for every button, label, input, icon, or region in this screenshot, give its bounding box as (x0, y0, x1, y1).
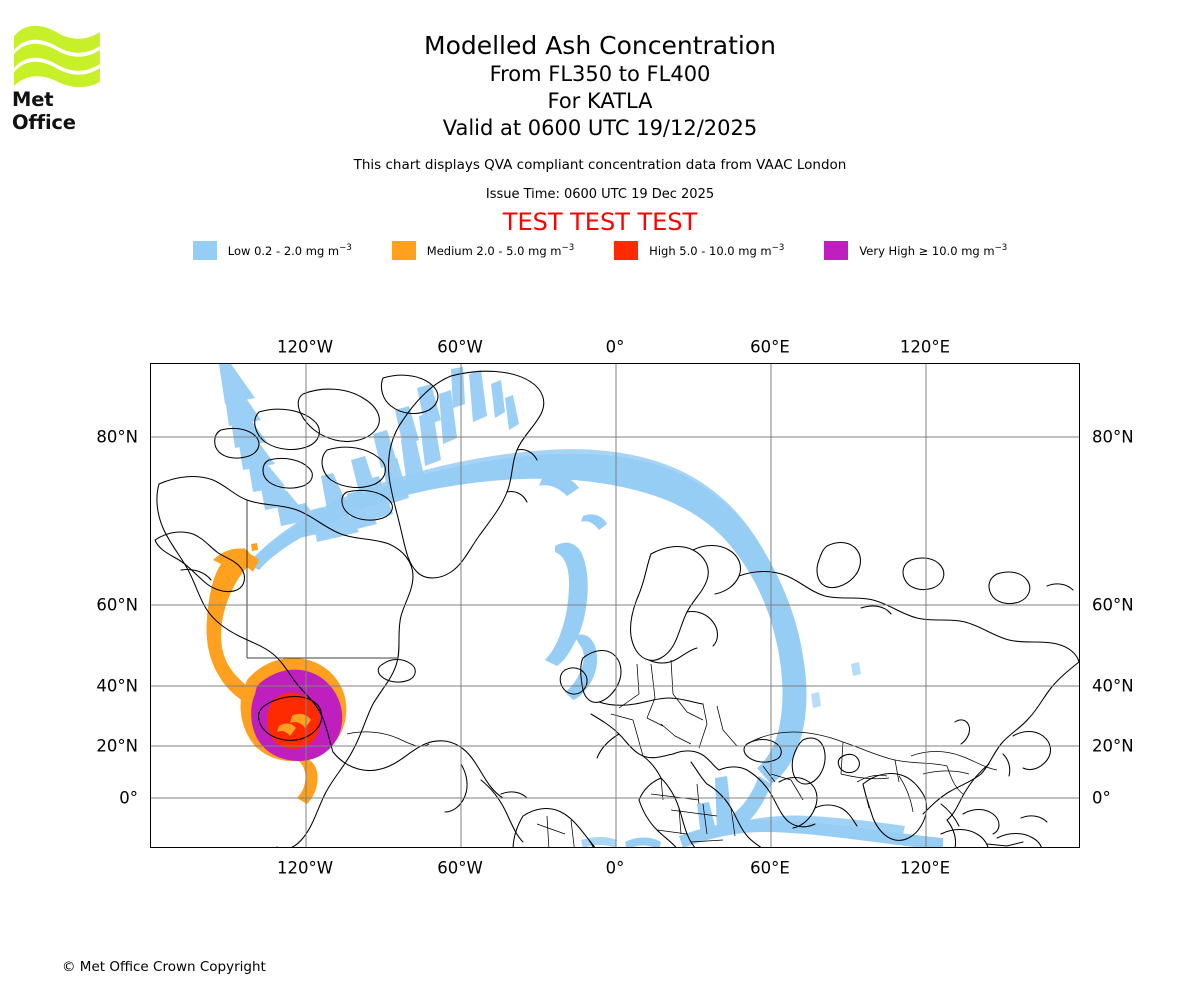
met-office-wave-mark (14, 25, 100, 88)
lat-label-right-2: 40°N (1092, 676, 1134, 696)
met-office-logo: Met Office (12, 24, 122, 134)
legend-swatch-low (192, 241, 217, 260)
lon-label-top-3: 60°E (750, 337, 790, 357)
lat-label-right-0: 80°N (1092, 427, 1134, 447)
legend-exponent-very-high: −3 (994, 243, 1008, 254)
lon-label-top-0: 120°W (276, 337, 334, 357)
legend-item-very-high: Very High ≥ 10.0 mg m−3 (824, 241, 1007, 260)
map-gridlines (151, 364, 1079, 847)
qva-note: This chart displays QVA compliant concen… (353, 157, 847, 173)
logo-wordmark: Met Office (12, 88, 76, 134)
test-banner: TEST TEST TEST (502, 208, 698, 236)
legend-gap (352, 250, 392, 251)
legend-item-low: Low 0.2 - 2.0 mg m−3 (192, 241, 352, 260)
chart-title-line4: Valid at 0600 UTC 19/12/2025 (442, 116, 758, 140)
lon-label-top-4: 120°E (899, 337, 951, 357)
legend-exponent-high: −3 (771, 243, 785, 254)
legend-label-low: Low 0.2 - 2.0 mg m−3 (227, 243, 352, 258)
lat-label-right-4: 0° (1092, 788, 1111, 808)
chart-title-line3: For KATLA (547, 89, 653, 113)
legend-swatch-medium (391, 241, 416, 260)
country-borders (246, 500, 998, 847)
legend-exponent-low: −3 (339, 243, 352, 254)
title-block: Modelled Ash Concentration From FL350 to… (0, 0, 1200, 236)
lat-label-left-2: 40°N (96, 676, 138, 696)
legend-exponent-medium: −3 (561, 243, 575, 254)
chart-title-line2: From FL350 to FL400 (489, 62, 711, 86)
lat-label-left-3: 20°N (96, 736, 138, 756)
copyright-notice: © Met Office Crown Copyright (62, 959, 266, 975)
legend-item-medium: Medium 2.0 - 5.0 mg m−3 (391, 241, 575, 260)
legend-gap (574, 250, 614, 251)
lon-label-bottom-4: 120°E (899, 858, 951, 878)
lon-label-bottom-1: 60°W (437, 858, 483, 878)
chart-title-line1: Modelled Ash Concentration (424, 31, 776, 60)
lat-label-left-1: 60°N (96, 595, 138, 615)
legend-swatch-high (614, 241, 639, 260)
issue-time: Issue Time: 0600 UTC 19 Dec 2025 (485, 187, 715, 202)
lon-label-bottom-2: 0° (605, 858, 625, 878)
legend-gap (784, 250, 824, 251)
lon-label-bottom-0: 120°W (276, 858, 334, 878)
lon-label-bottom-3: 60°E (750, 858, 790, 878)
ash-concentration-map (150, 363, 1080, 848)
map-canvas (151, 364, 1079, 847)
legend-swatch-very-high (824, 241, 849, 260)
legend-label-very-high: Very High ≥ 10.0 mg m−3 (859, 243, 1008, 258)
legend-label-medium: Medium 2.0 - 5.0 mg m−3 (426, 243, 575, 258)
coastlines (154, 370, 1079, 847)
lat-label-right-1: 60°N (1092, 595, 1134, 615)
legend-item-high: High 5.0 - 10.0 mg m−3 (614, 241, 784, 260)
legend-label-high: High 5.0 - 10.0 mg m−3 (649, 243, 785, 258)
lon-label-top-2: 0° (605, 337, 625, 357)
lat-label-left-0: 80°N (96, 427, 138, 447)
lat-label-right-3: 20°N (1092, 736, 1134, 756)
lon-label-top-1: 60°W (437, 337, 483, 357)
concentration-legend: Low 0.2 - 2.0 mg m−3 Medium 2.0 - 5.0 mg … (0, 241, 1200, 260)
lat-label-left-4: 0° (119, 788, 138, 808)
